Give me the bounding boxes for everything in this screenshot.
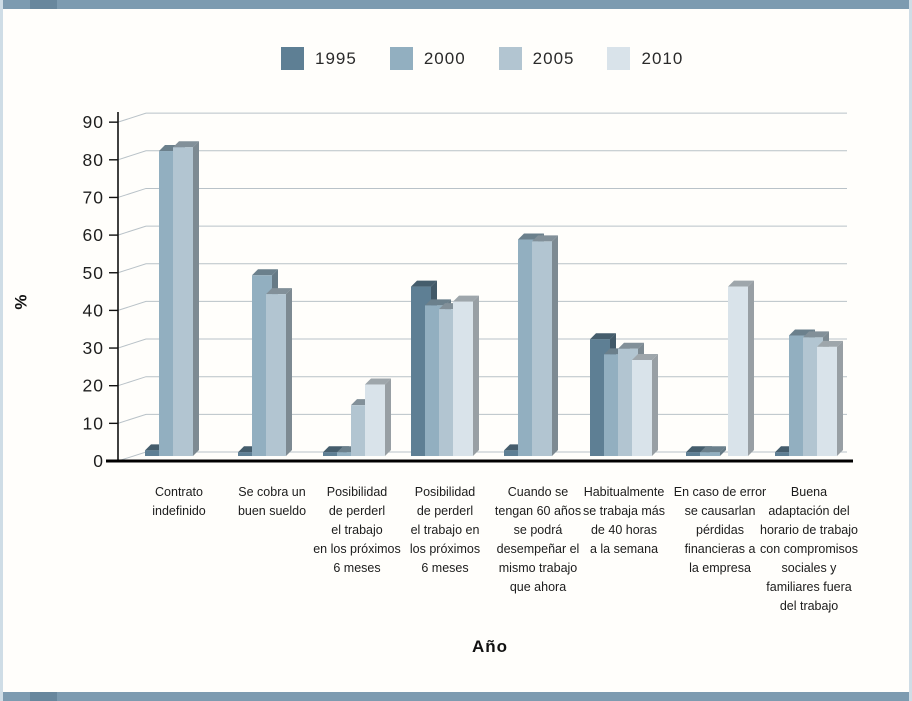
legend-swatch-2000 [389,47,413,70]
legend-item-2000: 2000 [389,47,466,70]
bar-top-2005 [173,141,199,148]
y-tick-label: 30 [83,338,104,358]
legend-label: 2000 [423,48,466,68]
bar-2000-cat3 [337,452,357,456]
legend-swatch-2005 [498,47,522,70]
top-border-bar [0,0,912,9]
bar-2000-cat7 [700,452,720,456]
y-tick-label: 10 [83,413,104,433]
y-tick-label: 60 [83,225,104,245]
bar-side-2005 [286,288,292,456]
bar-2005-cat2 [266,294,286,456]
bar-top-2010 [817,340,843,347]
gridline [117,112,847,123]
left-border-line [0,0,3,701]
category-label-1: Contrato indefinido [152,485,206,518]
category-label-2: Se cobra un buen sueldo [237,485,307,518]
bar-side-2010 [837,340,843,456]
category-label-3: Posibilidad de perderl el trabajo en los pr… [313,485,401,575]
legend-label: 1995 [315,48,357,68]
category-label-6: Habitualmente se trabaja más de 40 horas a … [583,485,665,556]
bar-2010-cat6 [632,359,652,456]
bar-top-2000 [700,446,726,453]
legend-swatch-2010 [607,47,631,70]
category-label-5: Cuando se tengan 60 años se podrá desempeña… [494,485,582,594]
bar-top-2005 [532,235,558,242]
bar-side-2010 [385,378,391,456]
bar-1995-cat7 [686,452,706,456]
y-tick-label: 90 [83,112,104,132]
y-axis-title: % [11,294,31,310]
bar-1995-cat5 [504,450,524,456]
gridline [117,300,847,311]
legend-item-2010: 2010 [607,47,683,70]
bar-side-2000 [720,446,726,456]
bar-top-2005 [266,288,292,295]
category-label-7: En caso de error se causarlan pérdidas fina… [673,485,767,575]
bar-1995-cat2 [238,452,258,456]
x-axis-title: Año [471,637,509,656]
bar-2010-cat7 [728,286,748,456]
legend-label: 2010 [641,48,684,68]
bar-side-2010 [652,353,658,456]
bar-top-2000 [252,269,278,276]
bar-top-2010 [728,280,754,287]
top-accent-rect [30,0,57,9]
right-border-line [909,0,912,701]
legend-item-1995: 1995 [281,47,357,70]
bottom-border-bar [0,692,912,701]
y-tick-label: 80 [83,150,104,170]
bar-2010-cat8 [817,346,837,456]
bar-2005-cat5 [532,241,552,456]
gridline [117,150,847,161]
bar-top-1995 [411,280,437,287]
bar-1995-cat1 [145,450,165,456]
bar-side-2010 [473,295,479,456]
y-tick-label: 40 [83,300,104,320]
bar-side-2005 [552,235,558,456]
y-tick-label: 0 [93,451,104,471]
gridline [117,187,847,198]
bottom-accent-rect [30,692,57,701]
category-label-4: Posibilidad de perderl el trabajo en los pr… [409,485,481,575]
gridline [117,263,847,274]
bar-top-2005 [803,331,829,338]
bar-top-2010 [365,378,391,385]
bar-top-1995 [590,333,616,340]
bar-top-2010 [632,353,658,360]
y-tick-label: 70 [83,187,104,207]
bar-top-2005 [618,342,644,349]
bar-2010-cat3 [365,384,385,456]
bar-top-2010 [453,295,479,302]
legend-label: 2005 [532,48,575,68]
y-tick-label: 50 [83,263,104,283]
legend-item-2005: 2005 [498,47,575,70]
legend-swatch-1995 [281,47,304,70]
bar-1995-cat3 [323,452,343,456]
bar-side-2010 [748,280,754,456]
bar-2010-cat4 [453,301,473,456]
chart-legend: 1995 2000 2005 2010 [281,47,716,70]
bar-1995-cat8 [775,452,795,456]
gridline [117,225,847,236]
bar-2005-cat1 [173,147,193,456]
category-label-8: Buena adaptación del horario de trabajo con… [760,485,858,613]
y-tick-label: 20 [83,376,104,396]
bar-side-2005 [193,141,199,456]
